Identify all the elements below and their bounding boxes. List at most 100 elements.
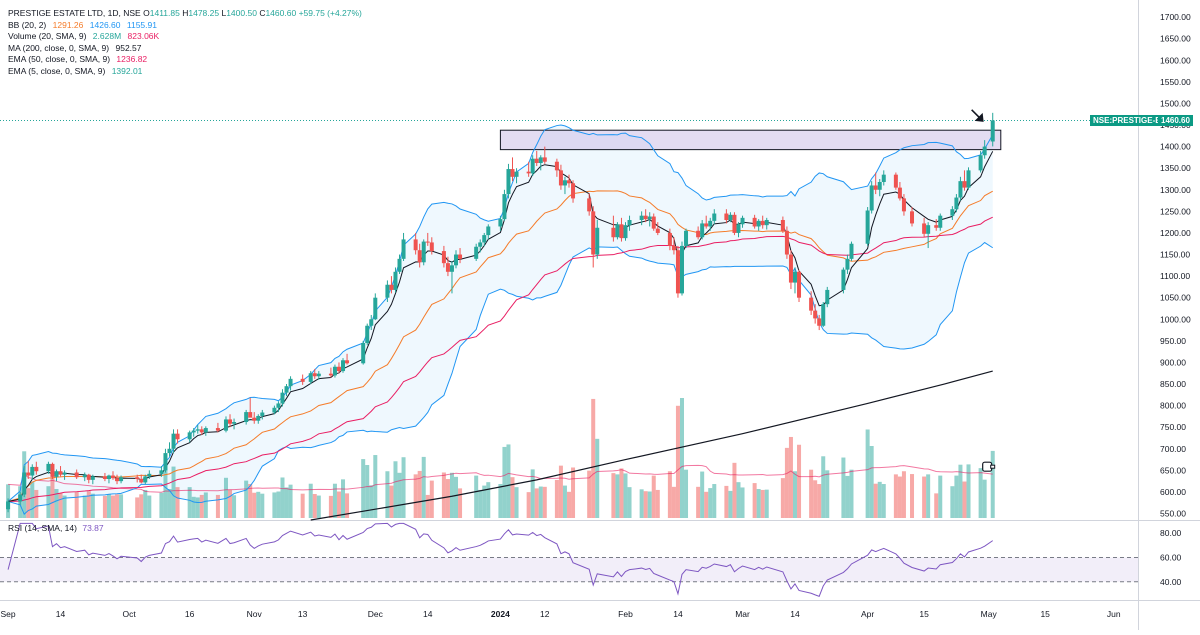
time-tick-label: Sep: [1, 609, 16, 619]
price-tick-label: 700.00: [1160, 444, 1186, 454]
rsi-value: 73.87: [82, 523, 104, 533]
candle: [413, 232, 418, 255]
volume-bar: [139, 494, 144, 518]
candle: [526, 161, 531, 177]
volume-bar: [26, 488, 31, 518]
candle-body: [623, 225, 628, 239]
volume-bar: [336, 491, 341, 518]
candle: [728, 212, 733, 223]
volume-bar: [288, 484, 293, 518]
candle: [958, 176, 963, 201]
candle-body: [102, 476, 107, 479]
candle-body: [684, 230, 689, 246]
time-tick-label: Mar: [735, 609, 750, 619]
candle-body: [502, 194, 507, 220]
volume-bar: [345, 493, 350, 518]
candle-body: [199, 429, 204, 433]
volume-bar: [425, 494, 430, 518]
price-tick-label: 1100.00: [1160, 271, 1190, 281]
candle-body: [30, 466, 35, 476]
volume-bar: [280, 477, 285, 518]
volume-bar: [316, 495, 321, 518]
last-price-badge: 1460.60: [1158, 114, 1193, 126]
candle-body: [938, 215, 943, 228]
candle: [877, 178, 882, 197]
volume-bar: [849, 469, 854, 518]
legend-row-ema50[interactable]: EMA (50, close, 0, SMA, 9) 1236.82: [8, 54, 362, 66]
candle-body: [526, 171, 531, 174]
candle-body: [881, 174, 886, 183]
candle-body: [538, 157, 543, 164]
candle: [389, 276, 394, 294]
rsi-zone-fill: [0, 557, 1138, 582]
volume-bar: [591, 398, 596, 518]
indicator-label-volume: Volume (20, SMA, 9): [8, 31, 87, 41]
candle-body: [441, 251, 446, 264]
volume-bar: [934, 493, 939, 518]
volume-bar: [530, 469, 535, 518]
candle-body: [332, 366, 337, 376]
candle: [849, 241, 854, 261]
volume-bar: [478, 489, 483, 518]
candle-body: [982, 146, 987, 156]
candle: [441, 245, 446, 268]
candle: [86, 473, 91, 484]
volume-bar: [817, 484, 822, 518]
ohlc-values: O1411.85 H1478.25 L1400.50 C1460.60 +59.…: [143, 8, 362, 18]
rsi-legend[interactable]: RSI (14, SMA, 14) 73.87: [8, 523, 104, 533]
legend-row-ma200[interactable]: MA (200, close, 0, SMA, 9) 952.57: [8, 43, 362, 55]
volume-bar: [115, 494, 120, 518]
candle: [175, 429, 180, 444]
volume-value: 2.628M: [92, 31, 122, 41]
candle: [845, 254, 850, 274]
candle-body: [280, 392, 285, 404]
candle: [873, 172, 878, 195]
volume-bar: [50, 474, 55, 518]
volume-bar: [627, 487, 632, 518]
candle-body: [728, 214, 733, 220]
candle-body: [191, 430, 196, 433]
candle: [336, 362, 341, 374]
candle: [232, 418, 237, 430]
legend-row-volume[interactable]: Volume (20, SMA, 9) 2.628M 823.06K: [8, 31, 362, 43]
volume-bar: [966, 464, 971, 518]
volume-bar: [809, 469, 814, 518]
candle-body: [445, 263, 450, 272]
candle: [167, 442, 172, 457]
candle: [684, 228, 689, 249]
candle-body: [708, 220, 713, 227]
volume-bar: [611, 473, 616, 518]
candle: [869, 181, 874, 214]
candle: [724, 209, 729, 224]
candle-body: [740, 217, 745, 225]
candle-body: [276, 403, 281, 408]
time-tick-label: 14: [673, 609, 683, 619]
volume-bar: [651, 475, 656, 518]
volume-bar: [841, 457, 846, 518]
candle: [373, 293, 378, 321]
volume-bar: [788, 436, 793, 518]
candle-body: [74, 472, 79, 478]
candle: [401, 232, 406, 261]
volume-bar: [938, 475, 943, 518]
volume-bar: [784, 447, 789, 518]
candle-body: [143, 476, 148, 483]
price-tick-label: 850.00: [1160, 379, 1186, 389]
volume-bar: [284, 487, 289, 518]
candle: [704, 215, 709, 229]
candle-body: [639, 215, 644, 220]
volume-bar: [756, 489, 761, 518]
volume-bar: [506, 444, 511, 518]
legend-row-ema5[interactable]: EMA (5, close, 0, SMA, 9) 1392.01: [8, 66, 362, 78]
volume-bar: [813, 480, 818, 518]
candle-body: [619, 224, 624, 239]
candle: [429, 237, 434, 255]
candle: [115, 474, 120, 485]
candle: [865, 207, 870, 246]
candle-body: [474, 246, 479, 259]
candle-body: [950, 209, 955, 216]
legend-row-bb[interactable]: BB (20, 2) 1291.26 1426.60 1155.91: [8, 20, 362, 32]
time-tick-label: Jun: [1107, 609, 1121, 619]
